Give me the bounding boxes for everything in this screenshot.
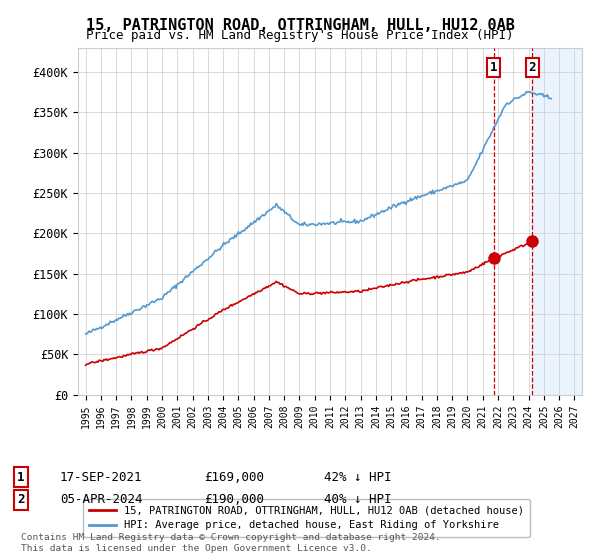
Text: Contains HM Land Registry data © Crown copyright and database right 2024.: Contains HM Land Registry data © Crown c… — [21, 533, 441, 542]
Text: £190,000: £190,000 — [204, 493, 264, 506]
Text: 42% ↓ HPI: 42% ↓ HPI — [324, 470, 392, 484]
Legend: 15, PATRINGTON ROAD, OTTRINGHAM, HULL, HU12 0AB (detached house), HPI: Average p: 15, PATRINGTON ROAD, OTTRINGHAM, HULL, H… — [83, 499, 530, 536]
Text: 40% ↓ HPI: 40% ↓ HPI — [324, 493, 392, 506]
Text: This data is licensed under the Open Government Licence v3.0.: This data is licensed under the Open Gov… — [21, 544, 372, 553]
Text: 2: 2 — [529, 61, 536, 74]
Text: 1: 1 — [490, 61, 497, 74]
Text: 1: 1 — [17, 470, 25, 484]
Text: 17-SEP-2021: 17-SEP-2021 — [60, 470, 143, 484]
Text: 2: 2 — [17, 493, 25, 506]
Text: 05-APR-2024: 05-APR-2024 — [60, 493, 143, 506]
Text: £169,000: £169,000 — [204, 470, 264, 484]
Bar — [532, 48, 582, 395]
Text: 15, PATRINGTON ROAD, OTTRINGHAM, HULL, HU12 0AB: 15, PATRINGTON ROAD, OTTRINGHAM, HULL, H… — [86, 18, 514, 33]
Text: Price paid vs. HM Land Registry's House Price Index (HPI): Price paid vs. HM Land Registry's House … — [86, 29, 514, 42]
